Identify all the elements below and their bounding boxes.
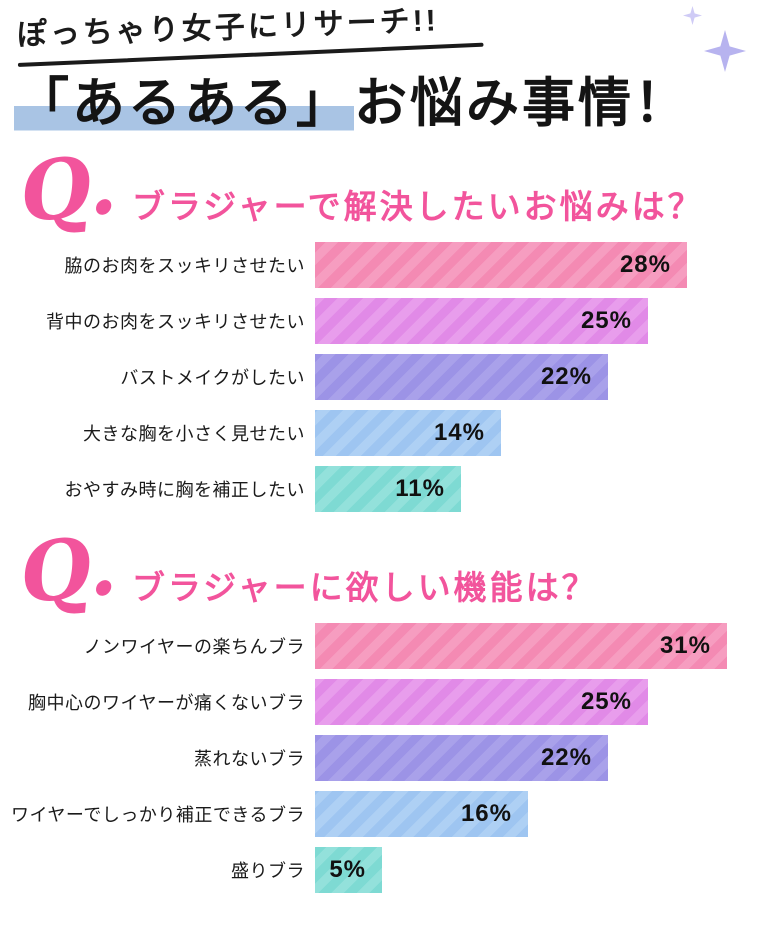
bar-row: 背中のお肉をスッキリさせたい 25% [0, 298, 760, 344]
bar-category-label: バストメイクがしたい [120, 368, 305, 388]
bar-row: ワイヤーでしっかり補正できるブラ 16% [0, 791, 760, 837]
bar: 25% [315, 298, 648, 344]
bar-value-label: 22% [540, 744, 592, 771]
bar-row: バストメイクがしたい 22% [0, 354, 760, 400]
bar-row: 胸中心のワイヤーが痛くないブラ 25% [0, 679, 760, 725]
question-header-1: Q. ブラジャーで解決したいお悩みは？ [0, 136, 760, 242]
question-text-2: ブラジャーに欲しい機能は？ [131, 569, 598, 606]
bar: 14% [315, 410, 501, 456]
bar-value-label: 5% [329, 856, 366, 883]
title-highlight: 「あるある」 [14, 74, 354, 133]
bar: 28% [315, 242, 687, 288]
bar: 22% [315, 735, 608, 781]
bar-category-label: 盛りブラ [231, 861, 305, 881]
question-section-2: Q. ブラジャーに欲しい機能は？ ノンワイヤーの楽ちんブラ 31% 胸中心のワイヤー… [0, 517, 760, 903]
q-mark-icon: Q. [15, 136, 121, 242]
question-text-1: ブラジャーで解決したいお悩みは？ [131, 188, 704, 225]
bar: 25% [315, 679, 648, 725]
bar-value-label: 28% [619, 251, 671, 278]
bar: 16% [315, 791, 528, 837]
question-section-1: Q. ブラジャーで解決したいお悩みは？ 脇のお肉をスッキリさせたい 28% 背中のお… [0, 136, 760, 522]
tagline: ぽっちゃり女子にリサーチ!! [16, 0, 484, 67]
bar-category-label: 背中のお肉をスッキリさせたい [46, 312, 305, 332]
bar-value-label: 25% [580, 688, 632, 715]
bar: 22% [315, 354, 608, 400]
title-rest: お悩み事情！ [354, 74, 690, 133]
bar-category-label: 大きな胸を小さく見せたい [83, 424, 305, 444]
bar: 5% [315, 847, 382, 893]
bar-category-label: 脇のお肉をスッキリさせたい [64, 256, 305, 276]
bar-value-label: 22% [540, 363, 592, 390]
bar-category-label: おやすみ時に胸を補正したい [64, 480, 305, 500]
sparkle-big-icon [704, 30, 746, 72]
bar-row: おやすみ時に胸を補正したい 11% [0, 466, 760, 512]
bar-chart-1: 脇のお肉をスッキリさせたい 28% 背中のお肉をスッキリさせたい 25% バストメイクが… [0, 242, 760, 512]
bar-value-label: 31% [659, 632, 711, 659]
bar-value-label: 16% [460, 800, 512, 827]
bar-row: 盛りブラ 5% [0, 847, 760, 893]
bar-chart-2: ノンワイヤーの楽ちんブラ 31% 胸中心のワイヤーが痛くないブラ 25% 蒸れないブラ 2… [0, 623, 760, 893]
bar-row: 蒸れないブラ 22% [0, 735, 760, 781]
page-title: 「あるある」お悩み事情！ [14, 74, 690, 135]
bar-value-label: 11% [395, 475, 445, 502]
bar: 31% [315, 623, 727, 669]
bar-value-label: 25% [580, 307, 632, 334]
q-mark-icon: Q. [15, 517, 121, 623]
bar: 11% [315, 466, 461, 512]
bar-row: 大きな胸を小さく見せたい 14% [0, 410, 760, 456]
bar-category-label: ノンワイヤーの楽ちんブラ [83, 637, 305, 657]
bar-category-label: ワイヤーでしっかり補正できるブラ [10, 805, 305, 825]
bar-category-label: 蒸れないブラ [194, 749, 305, 769]
bar-row: 脇のお肉をスッキリさせたい 28% [0, 242, 760, 288]
bar-category-label: 胸中心のワイヤーが痛くないブラ [28, 693, 305, 713]
bar-value-label: 14% [433, 419, 485, 446]
question-header-2: Q. ブラジャーに欲しい機能は？ [0, 517, 760, 623]
bar-row: ノンワイヤーの楽ちんブラ 31% [0, 623, 760, 669]
sparkle-small-icon [683, 6, 702, 25]
sparkles [672, 4, 746, 88]
